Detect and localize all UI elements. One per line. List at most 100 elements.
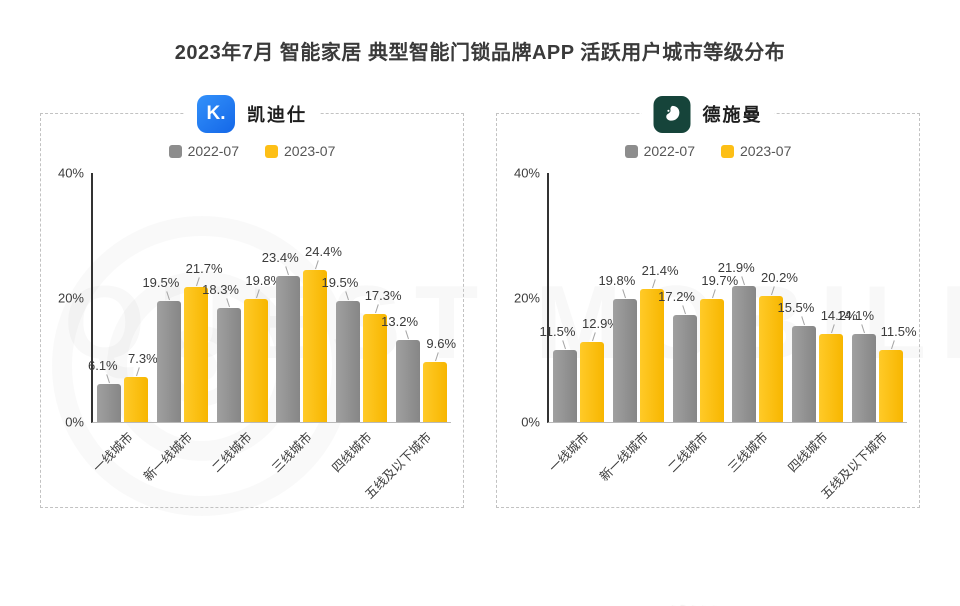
bar-value-label: 19.8%	[245, 272, 283, 288]
label-leader-line	[136, 366, 141, 376]
label-leader-line	[434, 352, 439, 362]
label-leader-line	[375, 304, 379, 314]
label-leader-line	[106, 374, 111, 384]
bar-groups: 11.5% 12.9% 一线城市 19.8% 21.4% 新一线城市 17.2% 19.7% 二…	[539, 173, 917, 502]
bar-value-label: 17.3%	[364, 288, 402, 304]
label-leader-line	[831, 323, 835, 333]
dessmann-lion-icon	[653, 95, 691, 133]
bar-2022: 15.5%	[777, 300, 817, 422]
bar-value-label: 6.1%	[87, 358, 118, 374]
bar-group: 17.2% 19.7% 二线城市	[658, 173, 738, 475]
label-leader-line	[166, 290, 170, 300]
bar-2023: 12.9%	[580, 316, 619, 422]
plot-area: 40% 20% 0% 11.5% 12.9% 一线城市 19.8% 21.4% 新一线城市 17.…	[514, 166, 917, 502]
plot-area: 40% 20% 0% 6.1% 7.3% 一线城市 19.5% 21.7% 新一线城市 18.3%…	[58, 166, 456, 502]
kaadas-panel: K. 凯迪仕 2022-07 2023-07 40% 20% 0% 6.1% 7.3% 一…	[40, 93, 464, 508]
bar-2023: 19.7%	[699, 273, 738, 422]
bar-value-label: 24.4%	[305, 244, 342, 260]
bar-value-label: 9.6%	[426, 336, 457, 352]
bar-group: 19.5% 17.3% 四线城市	[321, 173, 402, 475]
label-leader-line	[225, 298, 230, 308]
bar-value-label: 19.8%	[598, 272, 636, 288]
bar-group: 21.9% 20.2% 三线城市	[718, 173, 798, 475]
legend-item-2022: 2022-07	[624, 143, 695, 159]
x-axis-label: 四线城市	[784, 429, 831, 476]
bar-2022: 17.2%	[658, 289, 697, 422]
bar-value-label: 14.2%	[820, 307, 858, 323]
bar-group: 23.4% 24.4% 三线城市	[262, 173, 342, 475]
pengpai-logo-watermark: 澎湃号	[664, 597, 754, 606]
bar-2023: 17.3%	[363, 288, 402, 422]
kaadas-logo-icon: K.	[197, 95, 235, 133]
bar-value-label: 12.9%	[582, 315, 619, 331]
x-axis-label: 新一线城市	[141, 429, 196, 484]
bar-value-label: 11.5%	[880, 324, 917, 340]
bar-2022: 23.4%	[262, 250, 301, 422]
bar-group: 19.8% 21.4% 新一线城市	[597, 173, 679, 484]
series-2022-swatch	[168, 144, 182, 158]
label-leader-line	[771, 286, 776, 296]
bar-value-label: 15.5%	[777, 299, 815, 315]
bar-2023: 14.2%	[819, 308, 858, 422]
bar-group: 14.1% 11.5% 五线及以下城市	[818, 173, 917, 501]
x-axis-label: 四线城市	[328, 429, 375, 476]
bar-group: 11.5% 12.9% 一线城市	[539, 173, 619, 475]
bar-value-label: 13.2%	[381, 313, 419, 329]
bar-group: 6.1% 7.3% 一线城市	[88, 173, 158, 476]
label-leader-line	[562, 340, 567, 350]
dessmann-panel: 德施曼 2022-07 2023-07 40% 20% 0% 11.5% 12.9% 一线…	[496, 93, 920, 508]
bar-2022: 19.8%	[598, 273, 637, 422]
report-page: QUEST MOBILE 2023年7月 智能家居 典型智能门锁品牌APP 活跃…	[0, 36, 960, 606]
bar-value-label: 19.5%	[321, 274, 359, 290]
bar-value-label: 21.9%	[717, 259, 755, 275]
bar-group: 18.3% 19.8% 二线城市	[202, 173, 282, 475]
bar-2022: 18.3%	[202, 282, 241, 422]
bar-2022: 19.5%	[321, 275, 361, 422]
x-axis-label: 二线城市	[665, 429, 711, 476]
bar-value-label: 18.3%	[202, 282, 239, 298]
bar-2023: 11.5%	[878, 324, 917, 422]
bar-2023: 7.3%	[124, 351, 158, 422]
legend-label-2022: 2022-07	[643, 143, 695, 159]
bar-group: 13.2% 9.6% 五线及以下城市	[362, 173, 456, 502]
bar-value-label: 21.7%	[185, 260, 223, 276]
bar-2023: 21.4%	[640, 263, 679, 422]
bar-value-label: 17.2%	[658, 288, 695, 304]
legend-item-2023: 2023-07	[721, 143, 791, 159]
bar-2023: 19.8%	[243, 273, 282, 422]
bar-value-label: 11.5%	[539, 324, 576, 340]
bar-2022: 21.9%	[718, 260, 757, 422]
bottom-right-watermark: 澎湃号 @QuestMobile	[664, 597, 942, 606]
label-leader-line	[196, 277, 200, 287]
legend-label-2022: 2022-07	[187, 143, 239, 159]
label-leader-line	[255, 289, 260, 298]
x-axis-label: 新一线城市	[597, 429, 652, 484]
kaadas-brand-badge: K. 凯迪仕	[185, 93, 319, 135]
bar-group: 19.5% 21.7% 新一线城市	[141, 173, 222, 484]
label-leader-line	[652, 279, 656, 288]
chart-panels: K. 凯迪仕 2022-07 2023-07 40% 20% 0% 6.1% 7.3% 一…	[40, 93, 920, 508]
label-leader-line	[622, 289, 626, 298]
bar-2023: 9.6%	[422, 336, 456, 422]
bar-value-label: 14.1%	[837, 308, 875, 324]
y-axis-tick: 20%	[513, 290, 540, 305]
legend-label-2023: 2023-07	[740, 143, 792, 159]
label-leader-line	[315, 260, 320, 270]
y-axis-tick: 40%	[513, 165, 540, 181]
kaadas-bar-chart: 40% 20% 0% 6.1% 7.3% 一线城市 19.5% 21.7% 新一线城市 18.3%…	[41, 166, 463, 502]
bar-value-label: 19.5%	[142, 274, 180, 290]
page-title: 2023年7月 智能家居 典型智能门锁品牌APP 活跃用户城市等级分布	[174, 42, 786, 64]
label-leader-line	[860, 324, 865, 334]
legend: 2022-07 2023-07	[497, 143, 919, 159]
bar-2023: 24.4%	[303, 244, 342, 422]
bar-2023: 20.2%	[759, 270, 798, 422]
kaadas-brand-name: 凯迪仕	[247, 105, 307, 125]
label-leader-line	[285, 266, 290, 276]
y-axis-tick: 0%	[521, 414, 540, 430]
bar-value-label: 7.3%	[128, 350, 158, 366]
y-axis-tick: 0%	[65, 414, 84, 430]
label-leader-line	[711, 289, 716, 299]
legend: 2022-07 2023-07	[41, 143, 463, 159]
x-axis-label: 一线城市	[546, 429, 592, 476]
bar-2022: 13.2%	[381, 314, 420, 422]
